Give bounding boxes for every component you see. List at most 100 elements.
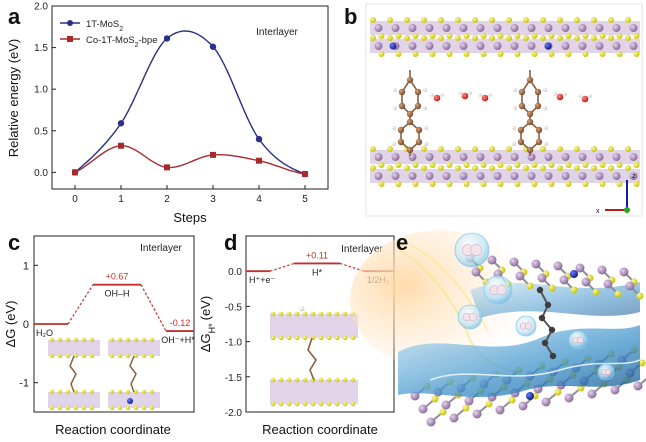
molybdenum-atom xyxy=(459,24,468,32)
sulfur-atom xyxy=(506,35,512,41)
molybdenum-atom xyxy=(629,172,638,180)
molybdenum-atom xyxy=(442,172,451,180)
molybdenum-atom xyxy=(595,153,604,161)
panel-d-ytick-label: -2.0 xyxy=(225,408,243,419)
sulfur-atom xyxy=(429,181,436,187)
sulfur-atom xyxy=(599,33,606,39)
molybdenum-atom xyxy=(612,42,621,50)
sulfur-atom xyxy=(455,17,461,23)
sulfur-atom xyxy=(412,181,419,187)
molybdenum-atom xyxy=(425,24,434,32)
hydrogen-atom xyxy=(513,106,517,110)
panel-c-ylabel: ΔG (eV) xyxy=(3,301,18,348)
sulfur-atom xyxy=(73,353,79,359)
molybdenum-atom xyxy=(476,24,485,32)
sulfur-atom xyxy=(472,17,478,23)
sulfur-atom xyxy=(421,17,427,23)
sulfur-atom xyxy=(421,165,427,171)
mos2-slab-band xyxy=(370,21,640,35)
panel-d-ytick-label: -1.5 xyxy=(225,373,243,384)
sulfur-atom xyxy=(370,165,376,171)
sulfur-atom xyxy=(81,337,87,343)
axis-z-label: z xyxy=(632,173,636,180)
sulfur-atom xyxy=(429,162,436,168)
sulfur-atom xyxy=(286,401,292,407)
sulfur-atom xyxy=(81,389,87,395)
molybdenum-atom xyxy=(581,277,591,287)
sulfur-atom xyxy=(616,162,623,168)
panel-c-xlabel: Reaction coordinate xyxy=(55,422,171,437)
sulfur-atom xyxy=(73,389,79,395)
sulfur-atom xyxy=(125,405,131,411)
panel-letter-e: e xyxy=(396,230,409,255)
sulfur-atom xyxy=(286,311,292,317)
sulfur-atom xyxy=(608,165,614,171)
panel-a-point-s0-4 xyxy=(255,135,263,143)
carbon-atom xyxy=(414,88,422,96)
sulfur-atom xyxy=(514,51,521,57)
molybdenum-atom xyxy=(527,172,536,180)
sulfur-atom xyxy=(125,337,131,343)
sulfur-atom xyxy=(616,51,623,57)
panel-a-point-s0-3 xyxy=(209,43,217,50)
sulfur-atom xyxy=(489,165,495,171)
sulfur-atom xyxy=(514,162,521,168)
sulfur-atom xyxy=(49,337,55,343)
sulfur-atom xyxy=(109,389,115,395)
hydrogen-atom xyxy=(392,142,396,146)
molybdenum-atom xyxy=(629,42,638,50)
axes-triad: z x xyxy=(596,173,636,215)
sulfur-atom xyxy=(557,146,563,152)
panel-a-ytick-label: 1.5 xyxy=(34,43,48,54)
panel-a-series-line-0 xyxy=(74,30,306,175)
hydrogen-atom xyxy=(543,88,547,92)
sulfur-atom xyxy=(270,311,276,317)
panel-a-point-s1-3 xyxy=(210,151,216,158)
sulfur-atom xyxy=(89,353,95,359)
sulfur-atom xyxy=(326,401,332,407)
sulfur-atom xyxy=(49,353,55,359)
molybdenum-atom xyxy=(471,267,481,277)
oxygen-atom xyxy=(461,92,469,100)
panel-c-ytick-label: 0 xyxy=(23,319,29,331)
panel-a-chart: 0.0 0.5 1.0 1.5 2.0 0 1 2 3 4 5 Interlayer 1T-MoS… xyxy=(6,2,329,225)
molybdenum-atom xyxy=(578,172,587,180)
carbon-atom xyxy=(398,88,406,96)
sulfur-atom xyxy=(455,165,461,171)
molybdenum-atom xyxy=(629,153,638,161)
molybdenum-atom xyxy=(541,397,551,407)
molybdenum-atom xyxy=(564,393,574,403)
panel-c-connector xyxy=(140,284,167,332)
molybdenum-atom xyxy=(493,153,502,161)
inset-slab xyxy=(108,392,160,408)
panel-a-point-s1-2 xyxy=(164,164,170,171)
molybdenum-atom xyxy=(374,172,383,180)
molybdenum-atom xyxy=(391,24,400,32)
sulfur-atom xyxy=(57,337,63,343)
h2-molecule-atom xyxy=(468,312,478,322)
sulfur-atom xyxy=(480,51,487,57)
panel-d-connector xyxy=(269,262,295,272)
sulfur-atom xyxy=(614,290,622,298)
sulfur-atom xyxy=(446,51,453,57)
panel-c-ytick-label: -1 xyxy=(19,378,29,390)
carbon-atom xyxy=(518,102,526,110)
carbon-atom xyxy=(535,126,543,134)
hydrogen-bubbles xyxy=(454,232,615,381)
panel-a-point-s1-5 xyxy=(302,171,308,178)
sulfur-atom xyxy=(117,389,123,395)
molybdenum-atom xyxy=(612,172,621,180)
sulfur-atom xyxy=(438,146,444,152)
panel-d-xlabel: Reaction coordinate xyxy=(262,422,378,437)
sulfur-atom xyxy=(109,353,115,359)
sulfur-atom xyxy=(350,335,356,341)
molybdenum-atom xyxy=(612,24,621,32)
sulfur-atom xyxy=(506,146,512,152)
molybdenum-atom xyxy=(527,24,536,32)
sulfur-atom xyxy=(625,17,631,23)
panel-letter-a: a xyxy=(8,4,21,29)
sulfur-atom xyxy=(117,353,123,359)
molybdenum-atom xyxy=(544,153,553,161)
molybdenum-atom xyxy=(575,263,585,273)
sulfur-atom xyxy=(574,17,580,23)
